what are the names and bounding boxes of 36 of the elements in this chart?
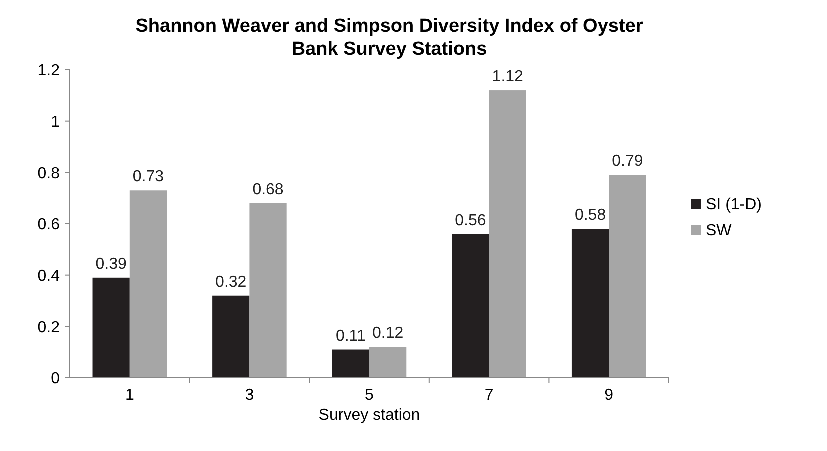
- x-tick-label: 5: [365, 387, 374, 404]
- legend-label: SI (1-D): [706, 196, 762, 214]
- y-tick-label: 0.6: [38, 216, 60, 234]
- bar: [452, 234, 490, 378]
- bar: [212, 296, 250, 378]
- data-label: 0.56: [455, 212, 486, 230]
- y-tick-label: 0.4: [38, 268, 60, 285]
- data-label: 1.12: [492, 68, 524, 86]
- bar: [130, 190, 168, 378]
- y-tick-label: 0.2: [38, 319, 60, 336]
- bar: [92, 278, 130, 378]
- x-tick-label: 3: [245, 387, 254, 404]
- x-tick-label: 7: [484, 387, 494, 404]
- bar: [572, 229, 610, 378]
- data-label: 0.73: [132, 168, 164, 186]
- legend-label: SW: [706, 222, 733, 240]
- y-tick-label: 0.8: [38, 165, 60, 182]
- data-label: 0.79: [612, 153, 644, 170]
- bar: [489, 90, 526, 378]
- bar: [370, 347, 407, 378]
- data-label: 0.68: [252, 181, 284, 198]
- bar: [250, 203, 287, 378]
- x-tick-label: 9: [604, 387, 614, 404]
- data-label: 0.12: [372, 325, 404, 342]
- y-tick-label: 1.2: [38, 62, 60, 80]
- bar: [609, 175, 646, 378]
- x-tick-label: 1: [125, 387, 134, 404]
- bar: [332, 350, 370, 378]
- data-label: 0.32: [216, 274, 247, 291]
- y-tick-label: 1: [51, 114, 60, 131]
- data-label: 0.58: [574, 207, 606, 224]
- x-axis-title: Survey station: [318, 407, 420, 424]
- data-label: 0.39: [96, 256, 128, 273]
- y-tick-label: 0: [51, 370, 60, 388]
- data-label: 0.11: [336, 328, 366, 345]
- chart-title: Shannon Weaver and Simpson Diversity Index of Oyster Bank Survey Stations: [136, 16, 644, 60]
